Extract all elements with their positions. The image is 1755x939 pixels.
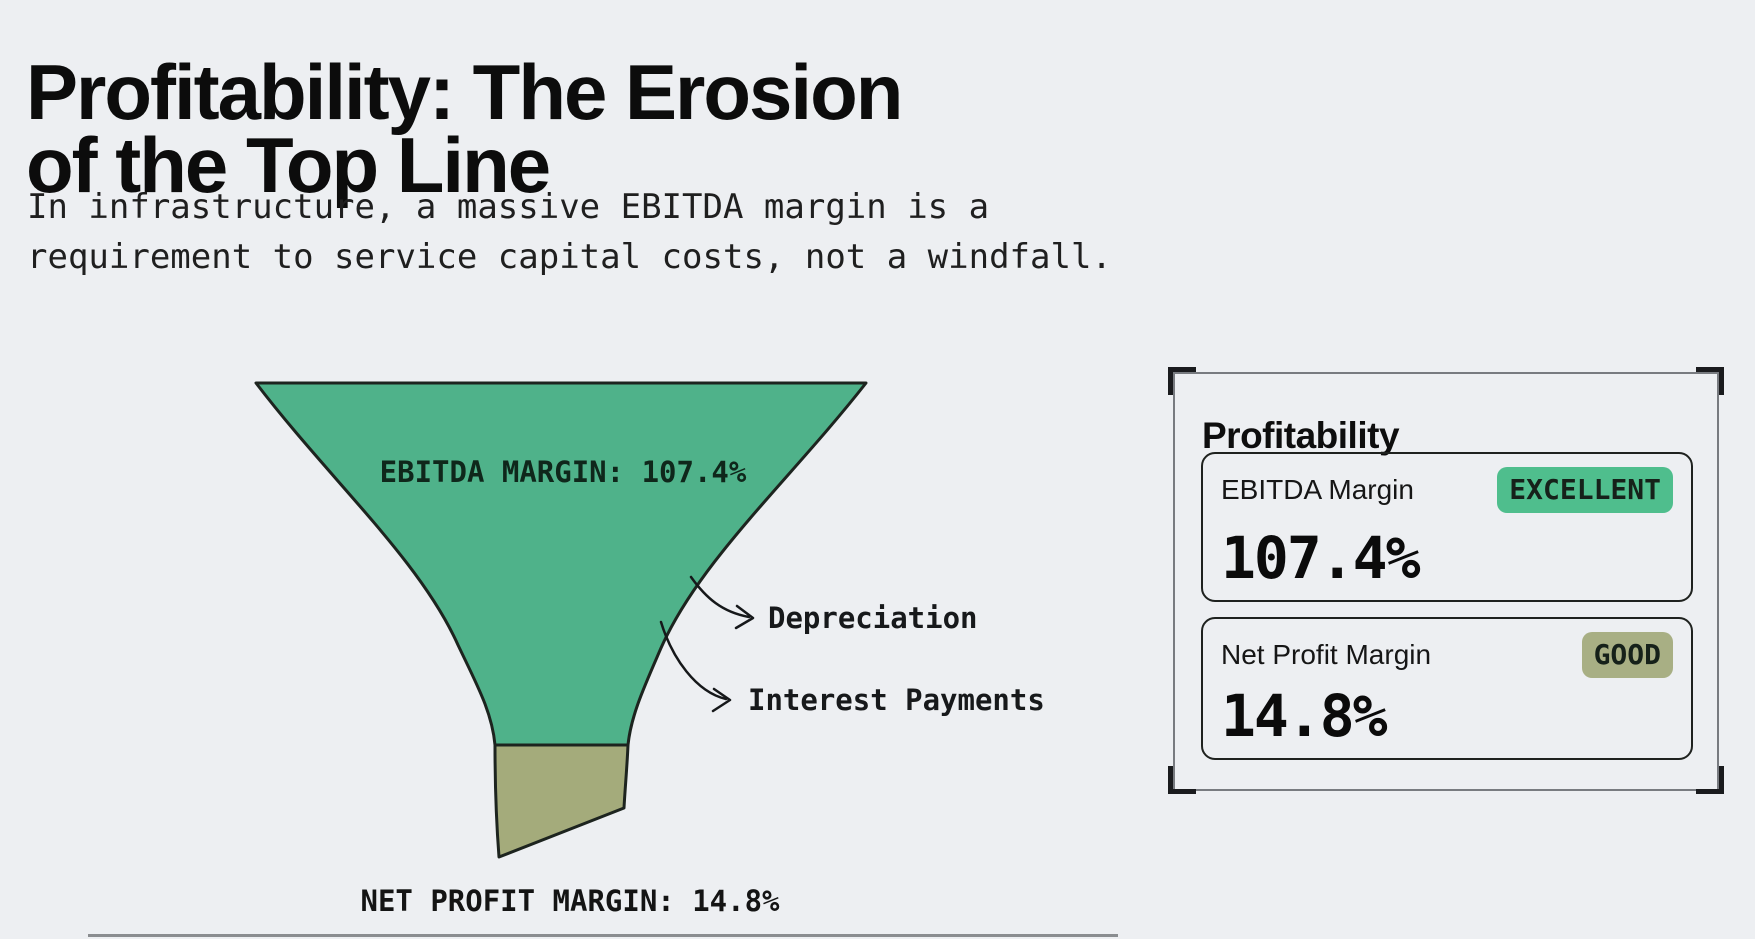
metric-card-net-profit-margin: Net Profit Margin GOOD 14.8% [1201,617,1693,760]
page-title-line-2: of the Top Line [26,121,551,210]
depreciation-arrowhead-icon [734,604,755,630]
metric-label: EBITDA Margin [1221,474,1414,505]
interest-payments-annotation: Interest Payments [748,683,1045,717]
corner-bracket-top-right [1696,367,1724,395]
metric-row: EBITDA Margin EXCELLENT [1221,467,1673,513]
metric-row: Net Profit Margin GOOD [1221,632,1673,678]
page-title: Profitability: The Erosion of the Top Li… [26,48,903,210]
funnel-top-label: EBITDA MARGIN: 107.4% [380,455,747,489]
funnel-spout-segment [493,743,630,859]
page-title-line-1: Profitability: The Erosion [26,48,903,137]
interest-arrow [659,620,728,701]
rating-badge: GOOD [1581,632,1673,678]
corner-bracket-bottom-left [1168,766,1196,794]
page-subtitle: In infrastructure, a massive EBITDA marg… [27,182,1112,282]
page-subtitle-line-1: In infrastructure, a massive EBITDA marg… [27,187,990,227]
rating-badge: EXCELLENT [1497,467,1673,513]
progress-bar [88,934,1118,937]
metric-card-ebitda-margin: EBITDA Margin EXCELLENT 107.4% [1201,452,1693,602]
panel-title: Profitability [1202,414,1400,456]
interest-arrowhead-icon [711,687,732,713]
depreciation-annotation: Depreciation [768,601,978,635]
funnel-bottom-label: NET PROFIT MARGIN: 14.8% [360,884,780,918]
metric-label: Net Profit Margin [1221,639,1432,670]
page-subtitle-line-2: requirement to service capital costs, no… [27,237,1112,277]
metric-value: 14.8% [1221,682,1388,750]
corner-bracket-top-left [1168,367,1196,395]
metric-value: 107.4% [1221,524,1421,592]
panel-frame [1173,372,1719,791]
corner-bracket-bottom-right [1696,766,1724,794]
depreciation-arrow [689,575,751,619]
